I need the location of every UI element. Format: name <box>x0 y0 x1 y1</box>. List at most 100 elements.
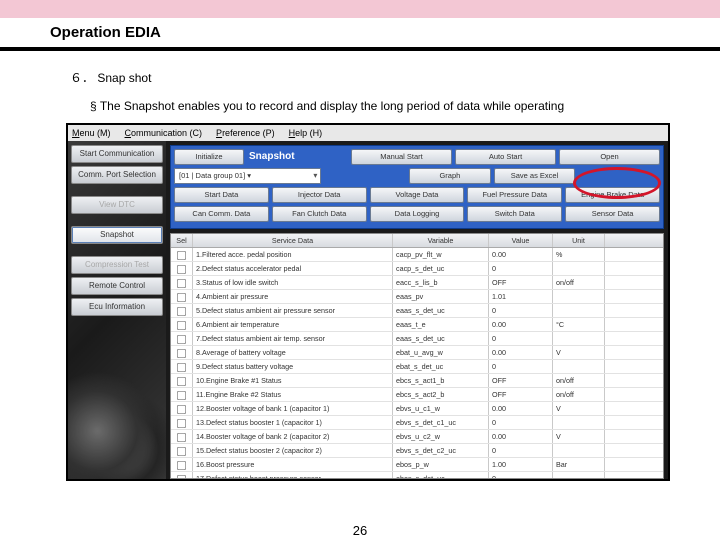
table-row[interactable]: 14.Booster voltage of bank 2 (capacitor … <box>171 430 663 444</box>
row-checkbox[interactable] <box>171 276 193 289</box>
main-panel: Initialize Snapshot Manual Start Auto St… <box>166 141 668 479</box>
cell-variable: eaas_s_det_uc <box>393 332 489 345</box>
table-row[interactable]: 15.Defect status booster 2 (capacitor 2)… <box>171 444 663 458</box>
cell-variable: ebvs_u_c2_w <box>393 430 489 443</box>
initialize-button[interactable]: Initialize <box>174 149 244 165</box>
fan-clutch-button[interactable]: Fan Clutch Data <box>272 206 367 222</box>
row-checkbox[interactable] <box>171 374 193 387</box>
menu-item-menu[interactable]: Menu (M) <box>72 128 111 138</box>
cell-unit <box>553 360 605 373</box>
table-row[interactable]: 16.Boost pressureebos_p_w1.00Bar <box>171 458 663 472</box>
sidebar-comm-port-selection[interactable]: Comm. Port Selection <box>71 166 163 184</box>
sidebar-view-dtc[interactable]: View DTC <box>71 196 163 214</box>
row-checkbox[interactable] <box>171 388 193 401</box>
menu-item-help[interactable]: Help (H) <box>289 128 323 138</box>
cell-service: 17.Defect status boost pressure sensor <box>193 472 393 479</box>
sidebar-compression-test[interactable]: Compression Test <box>71 256 163 274</box>
cell-service: 15.Defect status booster 2 (capacitor 2) <box>193 444 393 457</box>
sidebar-ecu-information[interactable]: Ecu Information <box>71 298 163 316</box>
row-checkbox[interactable] <box>171 248 193 261</box>
cell-variable: ebvs_s_det_c2_uc <box>393 444 489 457</box>
table-row[interactable]: 11.Engine Brake #2 Statusebcs_s_act2_bOF… <box>171 388 663 402</box>
table-row[interactable]: 6.Ambient air temperatureeaas_t_e0.00°C <box>171 318 663 332</box>
graph-button[interactable]: Graph <box>409 168 491 184</box>
fuel-pressure-button[interactable]: Fuel Pressure Data <box>467 187 562 203</box>
cell-variable: ebat_u_avg_w <box>393 346 489 359</box>
sidebar-start-communication[interactable]: Start Communication <box>71 145 163 163</box>
workspace: Start Communication Comm. Port Selection… <box>68 141 668 479</box>
row-checkbox[interactable] <box>171 290 193 303</box>
cell-variable: ebcs_s_act2_b <box>393 388 489 401</box>
cell-unit: on/off <box>553 388 605 401</box>
snapshot-toolbar: Initialize Snapshot Manual Start Auto St… <box>170 145 664 229</box>
row-checkbox[interactable] <box>171 402 193 415</box>
cell-value: 0.00 <box>489 402 553 415</box>
page-title: Operation EDIA <box>0 18 720 47</box>
cell-service: 4.Ambient air pressure <box>193 290 393 303</box>
cell-variable: eaas_t_e <box>393 318 489 331</box>
row-checkbox[interactable] <box>171 416 193 429</box>
open-button[interactable]: Open <box>559 149 660 165</box>
row-checkbox[interactable] <box>171 262 193 275</box>
table-row[interactable]: 12.Booster voltage of bank 1 (capacitor … <box>171 402 663 416</box>
table-row[interactable]: 10.Engine Brake #1 Statusebcs_s_act1_bOF… <box>171 374 663 388</box>
cell-service: 9.Defect status battery voltage <box>193 360 393 373</box>
row-checkbox[interactable] <box>171 318 193 331</box>
cell-value: 0 <box>489 262 553 275</box>
data-logging-button[interactable]: Data Logging <box>370 206 465 222</box>
auto-start-button[interactable]: Auto Start <box>455 149 556 165</box>
menu-item-preference[interactable]: Preference (P) <box>216 128 275 138</box>
cell-variable: ebcs_s_act1_b <box>393 374 489 387</box>
row-checkbox[interactable] <box>171 458 193 471</box>
row-checkbox[interactable] <box>171 360 193 373</box>
can-comm-button[interactable]: Can Comm. Data <box>174 206 269 222</box>
cell-unit: V <box>553 402 605 415</box>
table-row[interactable]: 5.Defect status ambient air pressure sen… <box>171 304 663 318</box>
cell-unit <box>553 472 605 479</box>
sensor-data-button[interactable]: Sensor Data <box>565 206 660 222</box>
start-data-button[interactable]: Start Data <box>174 187 269 203</box>
sidebar-remote-control[interactable]: Remote Control <box>71 277 163 295</box>
cell-value: 0 <box>489 416 553 429</box>
table-row[interactable]: 9.Defect status battery voltageebat_s_de… <box>171 360 663 374</box>
cell-value: 1.00 <box>489 458 553 471</box>
sidebar-snapshot[interactable]: Snapshot <box>71 226 163 244</box>
row-checkbox[interactable] <box>171 444 193 457</box>
cell-service: 5.Defect status ambient air pressure sen… <box>193 304 393 317</box>
manual-start-button[interactable]: Manual Start <box>351 149 452 165</box>
table-row[interactable]: 7.Defect status ambient air temp. sensor… <box>171 332 663 346</box>
table-row[interactable]: 17.Defect status boost pressure sensoreb… <box>171 472 663 479</box>
save-excel-button[interactable]: Save as Excel <box>494 168 576 184</box>
row-checkbox[interactable] <box>171 472 193 479</box>
data-group-dropdown[interactable]: [01 | Data group 01] ▾ <box>174 168 321 184</box>
table-row[interactable]: 13.Defect status booster 1 (capacitor 1)… <box>171 416 663 430</box>
cell-value: 0 <box>489 472 553 479</box>
cell-value: 0 <box>489 444 553 457</box>
cell-service: 13.Defect status booster 1 (capacitor 1) <box>193 416 393 429</box>
cell-variable: ebvs_u_c1_w <box>393 402 489 415</box>
sidebar: Start Communication Comm. Port Selection… <box>68 141 166 479</box>
table-row[interactable]: 1.Filtered acce. pedal positioncacp_pv_f… <box>171 248 663 262</box>
menu-item-communication[interactable]: Communication (C) <box>125 128 203 138</box>
cell-variable: cacp_pv_flt_w <box>393 248 489 261</box>
row-checkbox[interactable] <box>171 332 193 345</box>
cell-variable: ebos_p_w <box>393 458 489 471</box>
injector-data-button[interactable]: Injector Data <box>272 187 367 203</box>
table-row[interactable]: 8.Average of battery voltageebat_u_avg_w… <box>171 346 663 360</box>
row-checkbox[interactable] <box>171 346 193 359</box>
voltage-data-button[interactable]: Voltage Data <box>370 187 465 203</box>
cell-value: 0.00 <box>489 318 553 331</box>
description-text: The Snapshot enables you to record and d… <box>100 99 564 113</box>
row-checkbox[interactable] <box>171 430 193 443</box>
col-variable: Variable <box>393 234 489 247</box>
cell-service: 8.Average of battery voltage <box>193 346 393 359</box>
cell-value: 0.00 <box>489 430 553 443</box>
table-row[interactable]: 2.Defect status accelerator pedalcacp_s_… <box>171 262 663 276</box>
engine-brake-button[interactable]: Engine Brake Data <box>565 187 660 203</box>
table-row[interactable]: 4.Ambient air pressureeaas_pv1.01 <box>171 290 663 304</box>
row-checkbox[interactable] <box>171 304 193 317</box>
cell-variable: eacc_s_lis_b <box>393 276 489 289</box>
switch-data-button[interactable]: Switch Data <box>467 206 562 222</box>
table-row[interactable]: 3.Status of low idle switcheacc_s_lis_bO… <box>171 276 663 290</box>
cell-variable: ebos_s_det_uc <box>393 472 489 479</box>
